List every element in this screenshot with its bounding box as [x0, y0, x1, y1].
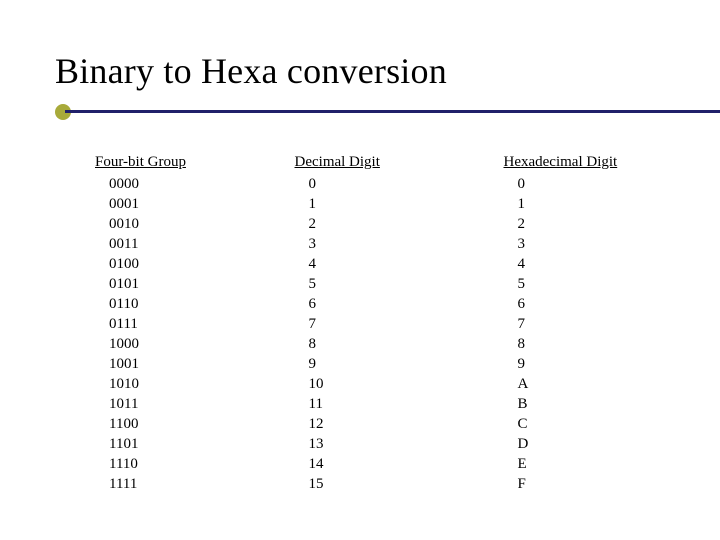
column-body-binary: 0000 0001 0010 0011 0100 0101 0110 0111 …: [95, 174, 295, 494]
conversion-table: Four-bit Group 0000 0001 0010 0011 0100 …: [55, 152, 665, 494]
column-hex: Hexadecimal Digit 0 1 2 3 4 5 6 7 8 9 A …: [504, 152, 666, 494]
column-header-decimal: Decimal Digit: [295, 152, 504, 172]
column-header-binary: Four-bit Group: [95, 152, 295, 172]
column-body-hex: 0 1 2 3 4 5 6 7 8 9 A B C D E F: [504, 174, 666, 494]
page-title: Binary to Hexa conversion: [55, 50, 665, 92]
column-body-decimal: 0 1 2 3 4 5 6 7 8 9 10 11 12 13 14 15: [295, 174, 504, 494]
horizontal-rule: [65, 110, 720, 113]
column-binary: Four-bit Group 0000 0001 0010 0011 0100 …: [95, 152, 295, 494]
title-underline: [55, 102, 665, 124]
column-decimal: Decimal Digit 0 1 2 3 4 5 6 7 8 9 10 11 …: [295, 152, 504, 494]
column-header-hex: Hexadecimal Digit: [504, 152, 666, 172]
slide: Binary to Hexa conversion Four-bit Group…: [0, 0, 720, 540]
